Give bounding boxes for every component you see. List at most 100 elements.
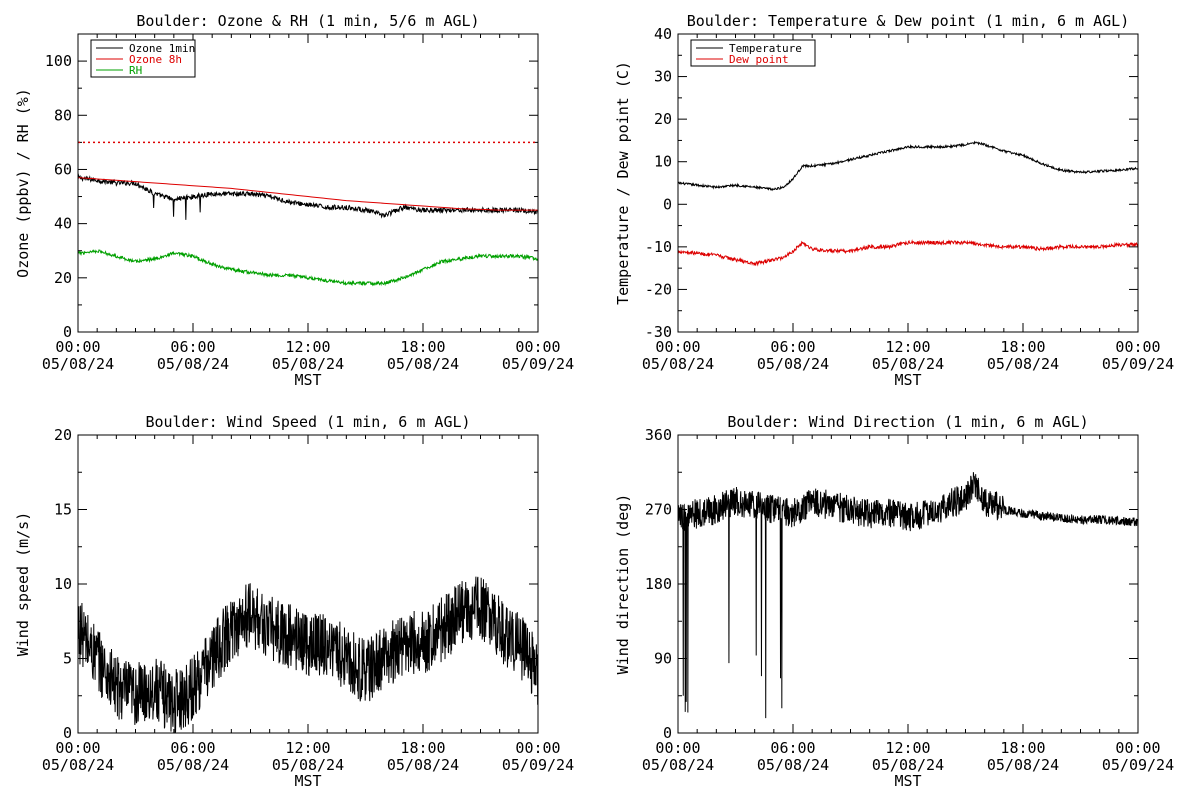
y-tick-label: 0 (663, 195, 672, 213)
y-tick-label: 0 (63, 323, 72, 341)
y-tick-label: 10 (654, 153, 672, 171)
legend-label: Ozone 1min (129, 42, 195, 55)
x-tick-label-date: 05/08/24 (272, 355, 344, 373)
chart-title: Boulder: Temperature & Dew point (1 min,… (687, 12, 1130, 30)
y-tick-label: 5 (63, 650, 72, 668)
y-tick-label: 20 (54, 269, 72, 287)
y-tick-label: 0 (663, 724, 672, 742)
chart-panel-1: Boulder: Ozone & RH (1 min, 5/6 m AGL) Oz… (14, 12, 574, 389)
x-tick-label-time: 00:00 (1115, 338, 1160, 356)
y-tick-label: 100 (45, 52, 72, 70)
x-tick-label-date: 05/08/24 (642, 756, 714, 774)
legend-box (690, 39, 816, 67)
y-tick-label: 20 (654, 110, 672, 128)
y-axis-label: Ozone (ppbv) / RH (%) (14, 88, 32, 278)
x-tick-label-time: 00:00 (1115, 739, 1160, 757)
y-tick-label: 10 (54, 575, 72, 593)
x-axis-label: MST (894, 772, 921, 790)
x-tick-label-date: 05/08/24 (42, 355, 114, 373)
y-tick-label: -30 (645, 323, 672, 341)
x-tick-label-date: 05/08/24 (272, 756, 344, 774)
x-tick-label-date: 05/08/24 (872, 756, 944, 774)
x-tick-label-date: 05/08/24 (642, 355, 714, 373)
chart-title: Boulder: Wind Speed (1 min, 6 m AGL) (145, 413, 470, 431)
x-tick-label-time: 06:00 (770, 739, 815, 757)
x-tick-label-time: 00:00 (515, 739, 560, 757)
x-tick-label-date: 05/08/24 (757, 756, 829, 774)
x-tick-label-date: 05/09/24 (1102, 355, 1174, 373)
legend-label: Ozone 8h (129, 53, 182, 66)
y-tick-label: 15 (54, 501, 72, 519)
x-tick-label-time: 18:00 (1000, 338, 1045, 356)
y-tick-label: -20 (645, 280, 672, 298)
x-tick-label-time: 18:00 (400, 338, 445, 356)
x-tick-label-time: 00:00 (55, 338, 100, 356)
plot-frame (677, 434, 1139, 734)
x-tick-label-date: 05/08/24 (42, 756, 114, 774)
x-tick-label-date: 05/08/24 (987, 355, 1059, 373)
plot-frame (77, 33, 539, 333)
x-tick-label-time: 06:00 (170, 739, 215, 757)
series-line-dew-point (678, 239, 1138, 267)
series-line-ozone-8h (78, 177, 538, 211)
chart-panel-4: Boulder: Wind Direction (1 min, 6 m AGL)… (614, 413, 1174, 790)
x-tick-label-time: 00:00 (55, 739, 100, 757)
y-tick-label: 60 (54, 160, 72, 178)
plot-frame (677, 33, 1139, 333)
series-line-ozone-1min (78, 173, 538, 220)
x-axis-label: MST (294, 371, 321, 389)
x-tick-label-time: 12:00 (285, 338, 330, 356)
x-axis-label: MST (294, 772, 321, 790)
y-tick-label: 20 (54, 426, 72, 444)
chart-title: Boulder: Ozone & RH (1 min, 5/6 m AGL) (136, 12, 479, 30)
series-line-rh (78, 249, 538, 287)
y-tick-label: 80 (54, 106, 72, 124)
x-tick-label-time: 06:00 (770, 338, 815, 356)
x-tick-label-date: 05/08/24 (387, 355, 459, 373)
chart-title: Boulder: Wind Direction (1 min, 6 m AGL) (727, 413, 1088, 431)
y-tick-label: 40 (54, 215, 72, 233)
y-tick-label: 270 (645, 501, 672, 519)
x-tick-label-time: 00:00 (655, 739, 700, 757)
x-tick-label-date: 05/09/24 (502, 355, 574, 373)
x-tick-label-time: 12:00 (885, 739, 930, 757)
y-tick-label: 360 (645, 426, 672, 444)
series-line-panel-4 (678, 472, 1138, 719)
x-tick-label-date: 05/09/24 (1102, 756, 1174, 774)
y-tick-label: 0 (63, 724, 72, 742)
series-line-temperature (678, 140, 1138, 192)
x-tick-label-date: 05/08/24 (157, 756, 229, 774)
x-tick-label-date: 05/08/24 (987, 756, 1059, 774)
x-tick-label-time: 12:00 (885, 338, 930, 356)
y-axis-label: Wind direction (deg) (614, 494, 632, 675)
x-tick-label-time: 06:00 (170, 338, 215, 356)
x-tick-label-time: 18:00 (1000, 739, 1045, 757)
plot-frame (77, 434, 539, 734)
y-tick-label: -10 (645, 238, 672, 256)
chart-panel-2: Boulder: Temperature & Dew point (1 min,… (614, 12, 1174, 389)
x-tick-label-date: 05/09/24 (502, 756, 574, 774)
series-line-panel-3 (78, 576, 538, 733)
x-tick-label-time: 12:00 (285, 739, 330, 757)
y-tick-label: 30 (654, 68, 672, 86)
x-tick-label-time: 00:00 (655, 338, 700, 356)
y-axis-label: Temperature / Dew point (C) (614, 61, 632, 305)
x-tick-label-date: 05/08/24 (757, 355, 829, 373)
y-tick-label: 180 (645, 575, 672, 593)
y-axis-label: Wind speed (m/s) (14, 512, 32, 657)
legend-label: Dew point (729, 53, 789, 66)
x-tick-label-date: 05/08/24 (387, 756, 459, 774)
legend-label: RH (129, 64, 142, 77)
x-tick-label-date: 05/08/24 (157, 355, 229, 373)
x-tick-label-time: 18:00 (400, 739, 445, 757)
y-tick-label: 90 (654, 650, 672, 668)
legend-label: Temperature (729, 42, 802, 55)
x-axis-label: MST (894, 371, 921, 389)
x-tick-label-time: 00:00 (515, 338, 560, 356)
chart-panel-3: Boulder: Wind Speed (1 min, 6 m AGL) Wind… (14, 413, 574, 790)
x-tick-label-date: 05/08/24 (872, 355, 944, 373)
y-tick-label: 40 (654, 25, 672, 43)
